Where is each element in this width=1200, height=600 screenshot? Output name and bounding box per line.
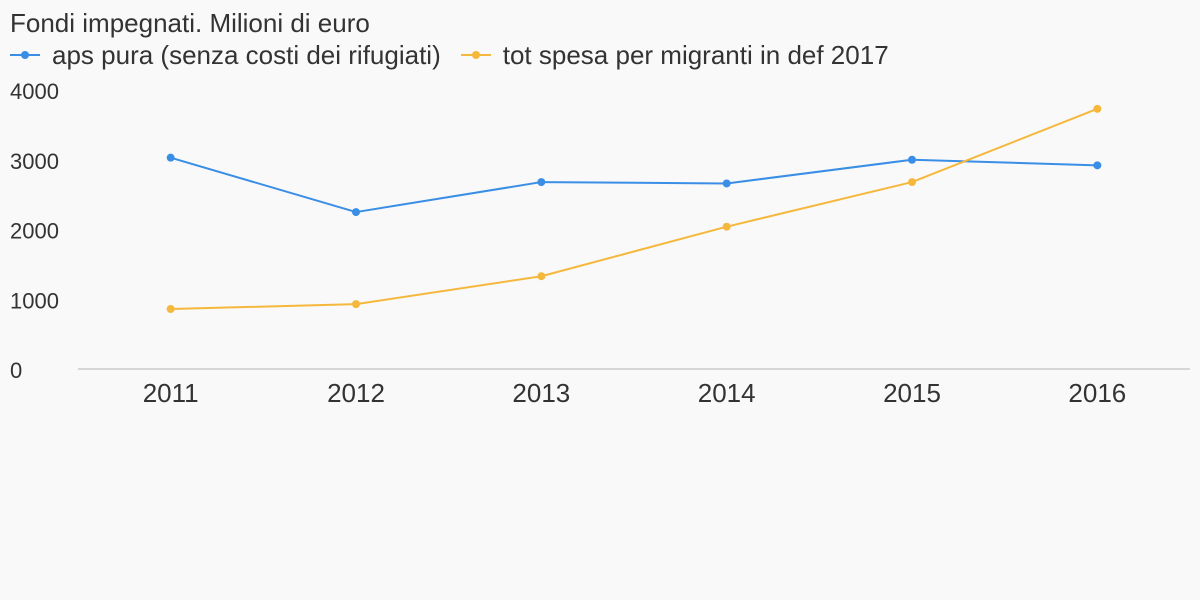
legend: aps pura (senza costi dei rifugiati) tot… <box>10 39 909 71</box>
series-0-point-2014 <box>722 179 731 188</box>
y-tick-label-3000: 3000 <box>10 149 59 174</box>
x-tick-label-2012: 2012 <box>327 378 385 408</box>
series-1-point-2014 <box>722 222 731 231</box>
legend-label-spesa: tot spesa per migranti in def 2017 <box>502 39 889 70</box>
series-1-point-2015 <box>908 178 916 187</box>
y-tick-label-4000: 4000 <box>10 79 59 104</box>
x-tick-label-2015: 2015 <box>883 378 941 408</box>
series-0-point-2015 <box>908 155 916 164</box>
x-tick-label-2013: 2013 <box>512 378 570 408</box>
legend-swatch-spesa <box>460 48 491 62</box>
legend-item-spesa[interactable]: tot spesa per migranti in def 2017 <box>460 39 889 71</box>
series-1-point-2013 <box>537 272 546 281</box>
y-tick-label-2000: 2000 <box>10 219 59 244</box>
series-line-0 <box>170 156 1098 214</box>
series-0-point-2012 <box>352 208 360 217</box>
series-1-point-2012 <box>352 300 360 309</box>
legend-item-aps[interactable]: aps pura (senza costi dei rifugiati) <box>10 40 441 71</box>
y-tick-label-0: 0 <box>10 358 22 383</box>
x-tick-label-2011: 2011 <box>143 378 199 408</box>
series-0-point-2011 <box>166 153 175 162</box>
series-0-point-2016 <box>1093 161 1102 170</box>
series-1-point-2016 <box>1093 104 1102 113</box>
series-line-1 <box>170 107 1098 311</box>
series-0-point-2013 <box>537 178 546 187</box>
series-1-point-2011 <box>166 305 175 314</box>
x-tick-label-2014: 2014 <box>698 378 756 408</box>
legend-label-aps: aps pura (senza costi dei rifugiati) <box>52 39 441 70</box>
y-tick-label-1000: 1000 <box>10 288 59 313</box>
chart-title: Fondi impegnati. Milioni di euro <box>10 8 370 38</box>
legend-swatch-aps <box>10 48 40 62</box>
x-tick-label-2016: 2016 <box>1068 378 1126 408</box>
